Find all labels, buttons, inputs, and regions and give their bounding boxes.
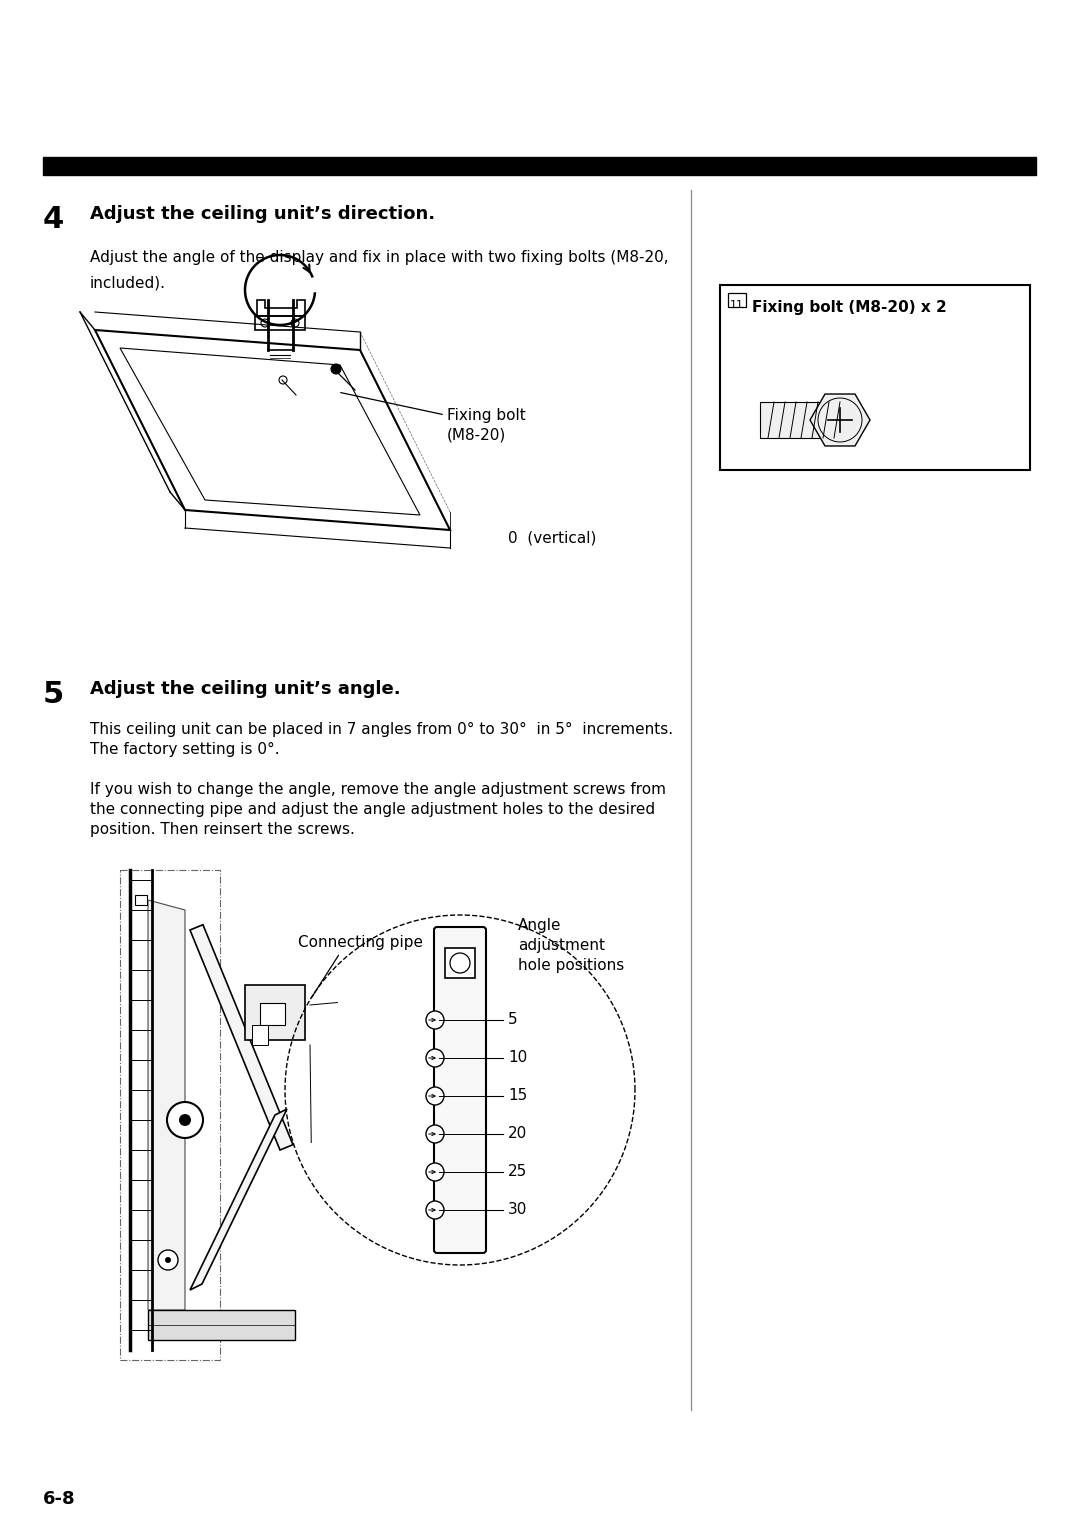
Text: 15: 15 xyxy=(508,1088,527,1103)
Text: (M8-20): (M8-20) xyxy=(447,426,507,442)
Bar xyxy=(260,1002,285,1025)
Text: position. Then reinsert the screws.: position. Then reinsert the screws. xyxy=(90,822,355,837)
Circle shape xyxy=(426,1125,444,1143)
Circle shape xyxy=(167,1102,203,1138)
Circle shape xyxy=(426,1050,444,1067)
Text: 5: 5 xyxy=(43,680,64,709)
Circle shape xyxy=(426,1201,444,1219)
Text: Angle: Angle xyxy=(518,918,562,934)
Text: the connecting pipe and adjust the angle adjustment holes to the desired: the connecting pipe and adjust the angle… xyxy=(90,802,656,817)
Text: included).: included). xyxy=(90,275,166,290)
Text: Fixing bolt (M8-20) x 2: Fixing bolt (M8-20) x 2 xyxy=(752,299,947,315)
Text: Adjust the ceiling unit’s direction.: Adjust the ceiling unit’s direction. xyxy=(90,205,435,223)
Circle shape xyxy=(179,1114,191,1126)
Text: 6-8: 6-8 xyxy=(43,1490,76,1508)
Text: 20: 20 xyxy=(508,1126,527,1141)
Text: hole positions: hole positions xyxy=(518,958,624,973)
Bar xyxy=(252,1025,268,1045)
Circle shape xyxy=(261,319,269,327)
Text: 25: 25 xyxy=(508,1164,527,1180)
Polygon shape xyxy=(190,1109,287,1290)
Bar xyxy=(720,286,1030,471)
Polygon shape xyxy=(148,1309,295,1340)
FancyBboxPatch shape xyxy=(434,927,486,1253)
Polygon shape xyxy=(190,924,293,1151)
Text: Connecting pipe: Connecting pipe xyxy=(298,935,423,950)
Text: This ceiling unit can be placed in 7 angles from 0° to 30°  in 5°  increments.: This ceiling unit can be placed in 7 ang… xyxy=(90,723,673,736)
Circle shape xyxy=(426,1012,444,1028)
Text: Adjust the angle of the display and fix in place with two fixing bolts (M8-20,: Adjust the angle of the display and fix … xyxy=(90,251,669,264)
Text: Adjust the ceiling unit’s angle.: Adjust the ceiling unit’s angle. xyxy=(90,680,401,698)
Text: 0  (vertical): 0 (vertical) xyxy=(508,530,596,545)
Bar xyxy=(135,895,147,905)
Circle shape xyxy=(291,319,299,327)
Polygon shape xyxy=(810,394,870,446)
Text: adjustment: adjustment xyxy=(518,938,605,953)
Text: 5: 5 xyxy=(508,1013,517,1027)
Text: Fixing bolt: Fixing bolt xyxy=(447,408,526,423)
Bar xyxy=(728,293,746,307)
Polygon shape xyxy=(148,900,185,1309)
Bar xyxy=(760,402,840,439)
Bar xyxy=(43,157,1036,176)
Circle shape xyxy=(426,1086,444,1105)
Circle shape xyxy=(450,953,470,973)
Circle shape xyxy=(279,376,287,384)
Bar xyxy=(445,947,475,978)
Bar xyxy=(245,986,305,1041)
Text: 11: 11 xyxy=(730,299,744,310)
Circle shape xyxy=(165,1258,171,1264)
Circle shape xyxy=(158,1250,178,1270)
Text: If you wish to change the angle, remove the angle adjustment screws from: If you wish to change the angle, remove … xyxy=(90,782,666,798)
Text: 4: 4 xyxy=(43,205,64,234)
Text: 10: 10 xyxy=(508,1051,527,1065)
Circle shape xyxy=(330,364,341,374)
Circle shape xyxy=(426,1163,444,1181)
Text: The factory setting is 0°.: The factory setting is 0°. xyxy=(90,743,280,756)
Text: 30: 30 xyxy=(508,1203,527,1218)
Bar xyxy=(255,316,305,330)
